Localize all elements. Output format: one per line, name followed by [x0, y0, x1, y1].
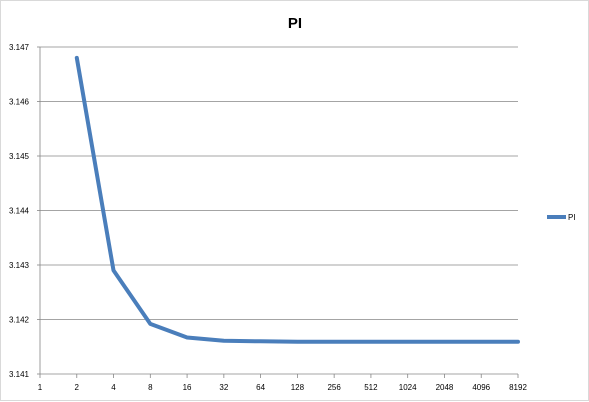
x-tick-label: 4096: [472, 383, 490, 392]
x-tick-label: 512: [364, 383, 378, 392]
x-tick-label: 8192: [509, 383, 527, 392]
x-tick-label: 256: [327, 383, 341, 392]
y-tick-label: 3.143: [9, 261, 30, 270]
chart-title: PI: [288, 15, 302, 32]
x-tick-label: 4: [111, 383, 116, 392]
y-tick-label: 3.144: [9, 207, 30, 216]
y-axis-ticks: 3.141 3.142 3.143 3.144 3.145 3.146 3.147: [9, 43, 30, 379]
axes: [37, 46, 519, 378]
x-tick-label: 1: [38, 383, 43, 392]
x-tick-label: 1024: [399, 383, 417, 392]
gridlines: [40, 46, 518, 320]
x-tick-label: 64: [256, 383, 265, 392]
series-lines: [74, 55, 520, 344]
x-tick-label: 32: [219, 383, 228, 392]
x-tick-label: 2: [75, 383, 80, 392]
x-tick-label: 8: [148, 383, 153, 392]
legend-label: PI: [568, 213, 576, 222]
y-tick-label: 3.147: [9, 43, 30, 52]
x-tick-label: 16: [183, 383, 192, 392]
series-line-pi: [74, 55, 520, 344]
x-tick-label: 2048: [436, 383, 454, 392]
x-axis-ticks: 1 2 4 8 16 32 64 128 256 512 1024 2048 4096 8192: [38, 383, 528, 392]
y-tick-label: 3.142: [9, 316, 30, 325]
y-tick-label: 3.141: [9, 370, 30, 379]
x-tick-label: 128: [291, 383, 305, 392]
legend: PI: [547, 213, 576, 222]
y-tick-label: 3.146: [9, 98, 30, 107]
y-tick-label: 3.145: [9, 152, 30, 161]
